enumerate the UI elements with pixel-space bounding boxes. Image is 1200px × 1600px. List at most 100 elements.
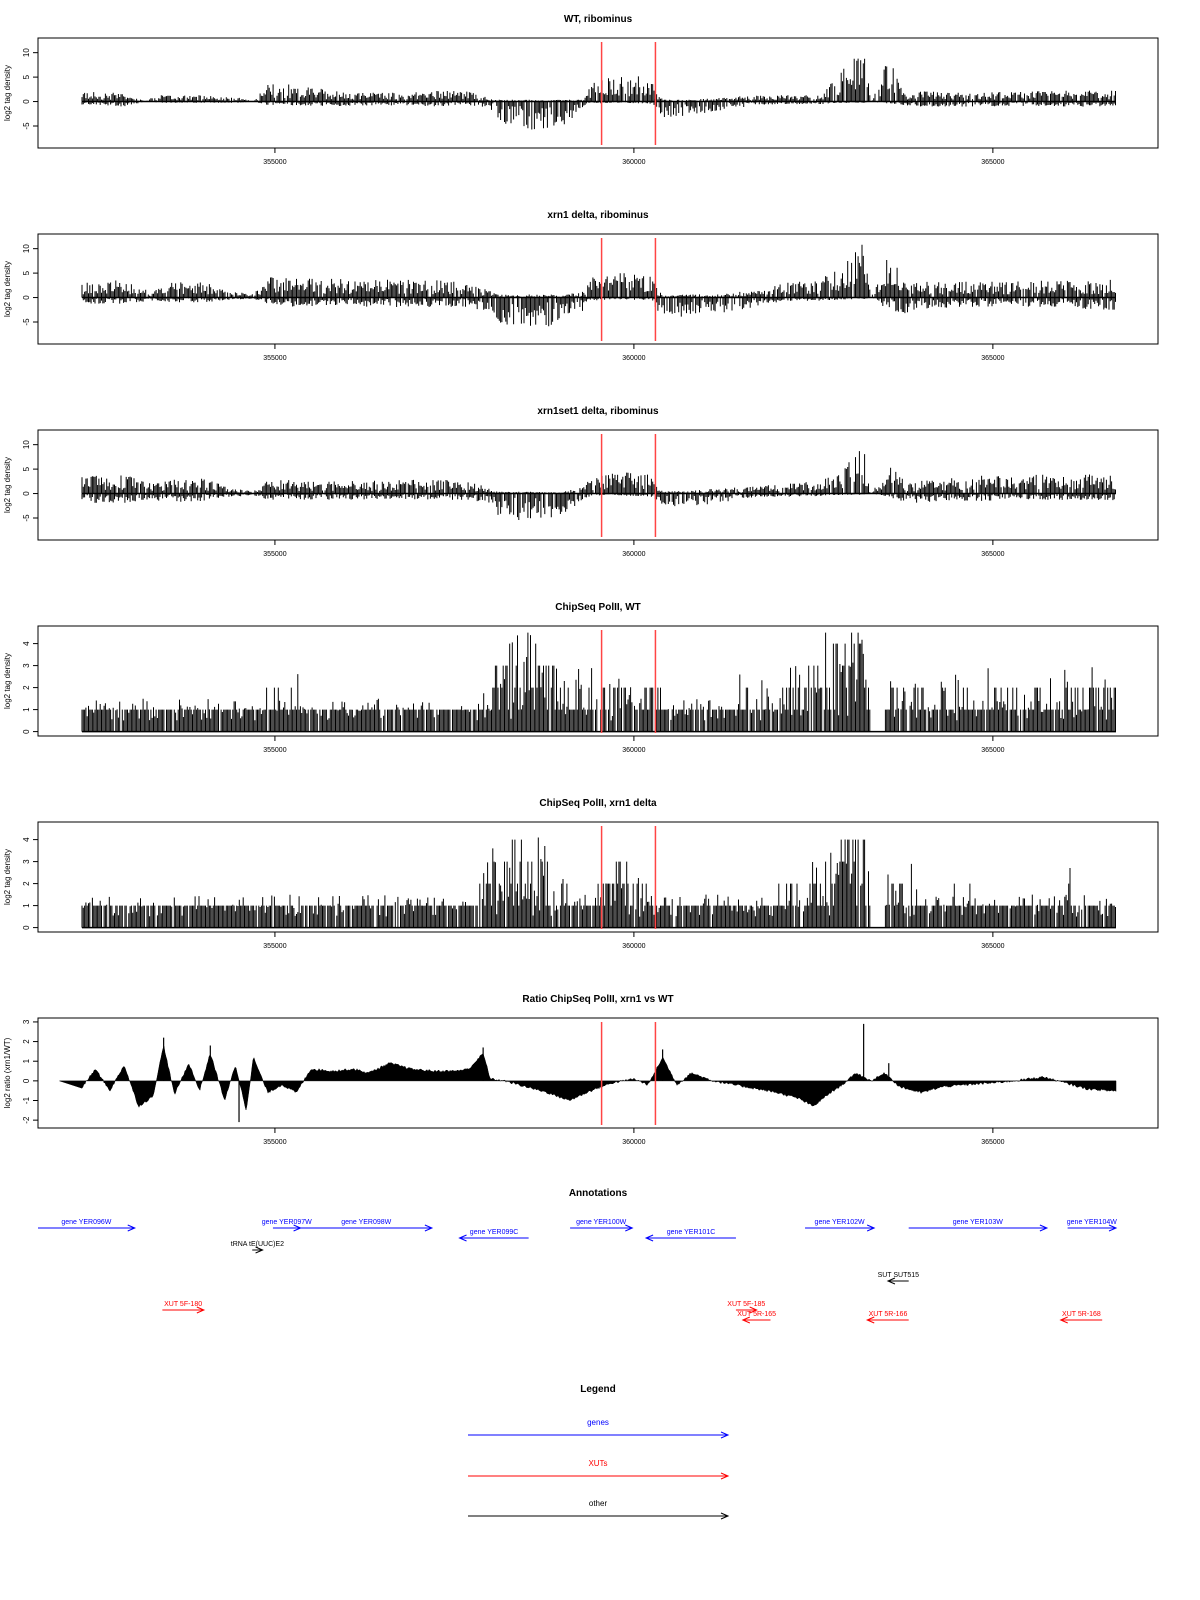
- feature-arrow-arrowhead: [1059, 1316, 1068, 1324]
- plot-frame: [37, 821, 1159, 933]
- x-tick-label: 355000: [263, 1139, 286, 1146]
- x-tick-label: 360000: [622, 943, 645, 950]
- signal-bars-positive: [81, 632, 1116, 732]
- feature-label: gene YER103W: [953, 1219, 1003, 1226]
- y-tick-label: 3: [22, 859, 31, 864]
- annotation-feature: gene YER103W: [908, 1219, 1049, 1232]
- annotation-feature: gene YER097W: [262, 1219, 312, 1232]
- annotation-feature: XUT 5R-165: [737, 1311, 776, 1324]
- feature-arrow-arrowhead: [196, 1306, 206, 1314]
- feature-label: XUT 5F-180: [164, 1301, 202, 1308]
- y-tick-label: 5: [22, 466, 31, 471]
- feature-label: gene YER104W: [1067, 1219, 1117, 1226]
- y-tick-label: 2: [22, 881, 31, 886]
- y-tick-label: 4: [22, 837, 31, 842]
- y-tick-label: 0: [22, 729, 31, 734]
- signal-bars-positive: [81, 58, 1116, 102]
- x-tick-label: 365000: [981, 1139, 1004, 1146]
- legend-entry: XUTs: [468, 1459, 730, 1480]
- y-tick-label: -5: [22, 514, 31, 522]
- feature-arrow-arrowhead: [886, 1277, 896, 1285]
- feature-label: tRNA tE(UUC)E2: [231, 1241, 284, 1248]
- legend: Legend genes XUTs other: [468, 1384, 730, 1520]
- x-tick-label: 365000: [981, 747, 1004, 754]
- annotation-feature: gene YER098W: [300, 1219, 434, 1232]
- annotation-feature: XUT 5F-185: [727, 1301, 765, 1314]
- y-tick-label: 2: [22, 685, 31, 690]
- signal-bars-negative: [82, 297, 1116, 327]
- track-panel: xrn1set1 delta, ribominus log2 tag densit…: [3, 406, 1159, 558]
- y-tick-label: 10: [22, 48, 31, 57]
- feature-label: XUT 5R-165: [737, 1311, 776, 1318]
- y-tick-label: 0: [22, 925, 31, 930]
- y-tick-label: 0: [22, 295, 31, 300]
- x-tick-label: 365000: [981, 943, 1004, 950]
- signal-bars-positive: [81, 244, 1116, 298]
- x-tick-label: 355000: [263, 159, 286, 166]
- y-tick-label: 10: [22, 244, 31, 253]
- annotation-feature: XUT 5R-166: [865, 1311, 909, 1324]
- panel-title: xrn1set1 delta, ribominus: [537, 406, 659, 417]
- plot-frame: [37, 233, 1159, 345]
- plot-frame: [37, 429, 1159, 541]
- track-panel: xrn1 delta, ribominus log2 tag density -5 0…: [3, 210, 1159, 362]
- plot-frame: [37, 1017, 1159, 1129]
- y-axis-label: log2 tag density: [3, 653, 12, 709]
- panel-title: ChipSeq PolII, xrn1 delta: [539, 798, 657, 809]
- y-tick-label: 0: [22, 1078, 31, 1083]
- panel-title: xrn1 delta, ribominus: [547, 210, 649, 221]
- feature-arrow-arrowhead: [1108, 1224, 1118, 1232]
- y-axis-label: log2 tag density: [3, 457, 12, 513]
- signal-bars-positive: [81, 837, 1116, 928]
- y-tick-label: 0: [22, 99, 31, 104]
- feature-arrow-arrowhead: [127, 1224, 137, 1232]
- signal-bars-positive: [81, 451, 1116, 494]
- x-tick-label: 365000: [981, 159, 1004, 166]
- legend-title: Legend: [580, 1384, 616, 1395]
- legend-entry: other: [468, 1499, 730, 1520]
- annotation-feature: tRNA tE(UUC)E2: [231, 1241, 284, 1254]
- feature-arrow-arrowhead: [865, 1316, 875, 1324]
- feature-label: gene YER102W: [815, 1219, 865, 1226]
- y-tick-label: 3: [22, 663, 31, 668]
- legend-arrow-arrowhead: [720, 1472, 730, 1480]
- y-tick-label: 1: [22, 903, 31, 908]
- x-tick-label: 360000: [622, 551, 645, 558]
- annotations-title: Annotations: [569, 1188, 628, 1199]
- feature-arrow-arrowhead: [749, 1306, 758, 1314]
- y-tick-label: 3: [22, 1019, 31, 1024]
- x-tick-label: 365000: [981, 551, 1004, 558]
- feature-arrow-arrowhead: [625, 1224, 634, 1232]
- feature-arrow-arrowhead: [644, 1234, 654, 1242]
- feature-label: XUT 5R-168: [1062, 1311, 1101, 1318]
- legend-label: other: [589, 1499, 608, 1508]
- x-tick-label: 355000: [263, 943, 286, 950]
- track-panel: Ratio ChipSeq PolII, xrn1 vs WT log2 rati…: [3, 994, 1159, 1146]
- feature-label: gene YER098W: [341, 1219, 391, 1226]
- x-tick-label: 365000: [981, 355, 1004, 362]
- feature-arrow-arrowhead: [1039, 1224, 1049, 1232]
- y-tick-label: 1: [22, 1058, 31, 1063]
- x-tick-label: 355000: [263, 355, 286, 362]
- ratio-area: [59, 1045, 1117, 1111]
- annotation-feature: gene YER101C: [644, 1229, 736, 1242]
- track-panel: WT, ribominus log2 tag density -5 0 5 10 35500…: [3, 14, 1159, 166]
- legend-arrow-arrowhead: [720, 1512, 730, 1520]
- feature-arrow-arrowhead: [866, 1224, 876, 1232]
- y-tick-label: -1: [22, 1096, 31, 1104]
- x-tick-label: 360000: [622, 355, 645, 362]
- annotation-feature: XUT 5F-180: [162, 1301, 206, 1314]
- legend-label: genes: [587, 1418, 609, 1427]
- annotations-panel: Annotations gene YER096W gene YER097W gene…: [38, 1188, 1118, 1324]
- feature-label: XUT 5R-166: [869, 1311, 908, 1318]
- feature-label: gene YER099C: [470, 1229, 519, 1236]
- feature-arrow-arrowhead: [255, 1246, 264, 1254]
- annotation-feature: gene YER100W: [570, 1219, 634, 1232]
- panel-title: ChipSeq PolII, WT: [555, 602, 641, 613]
- feature-label: gene YER101C: [667, 1229, 716, 1236]
- feature-arrow-arrowhead: [741, 1316, 751, 1324]
- panel-title: WT, ribominus: [564, 14, 633, 25]
- track-panel: ChipSeq PolII, xrn1 delta log2 tag densit…: [3, 798, 1159, 950]
- x-tick-label: 355000: [263, 551, 286, 558]
